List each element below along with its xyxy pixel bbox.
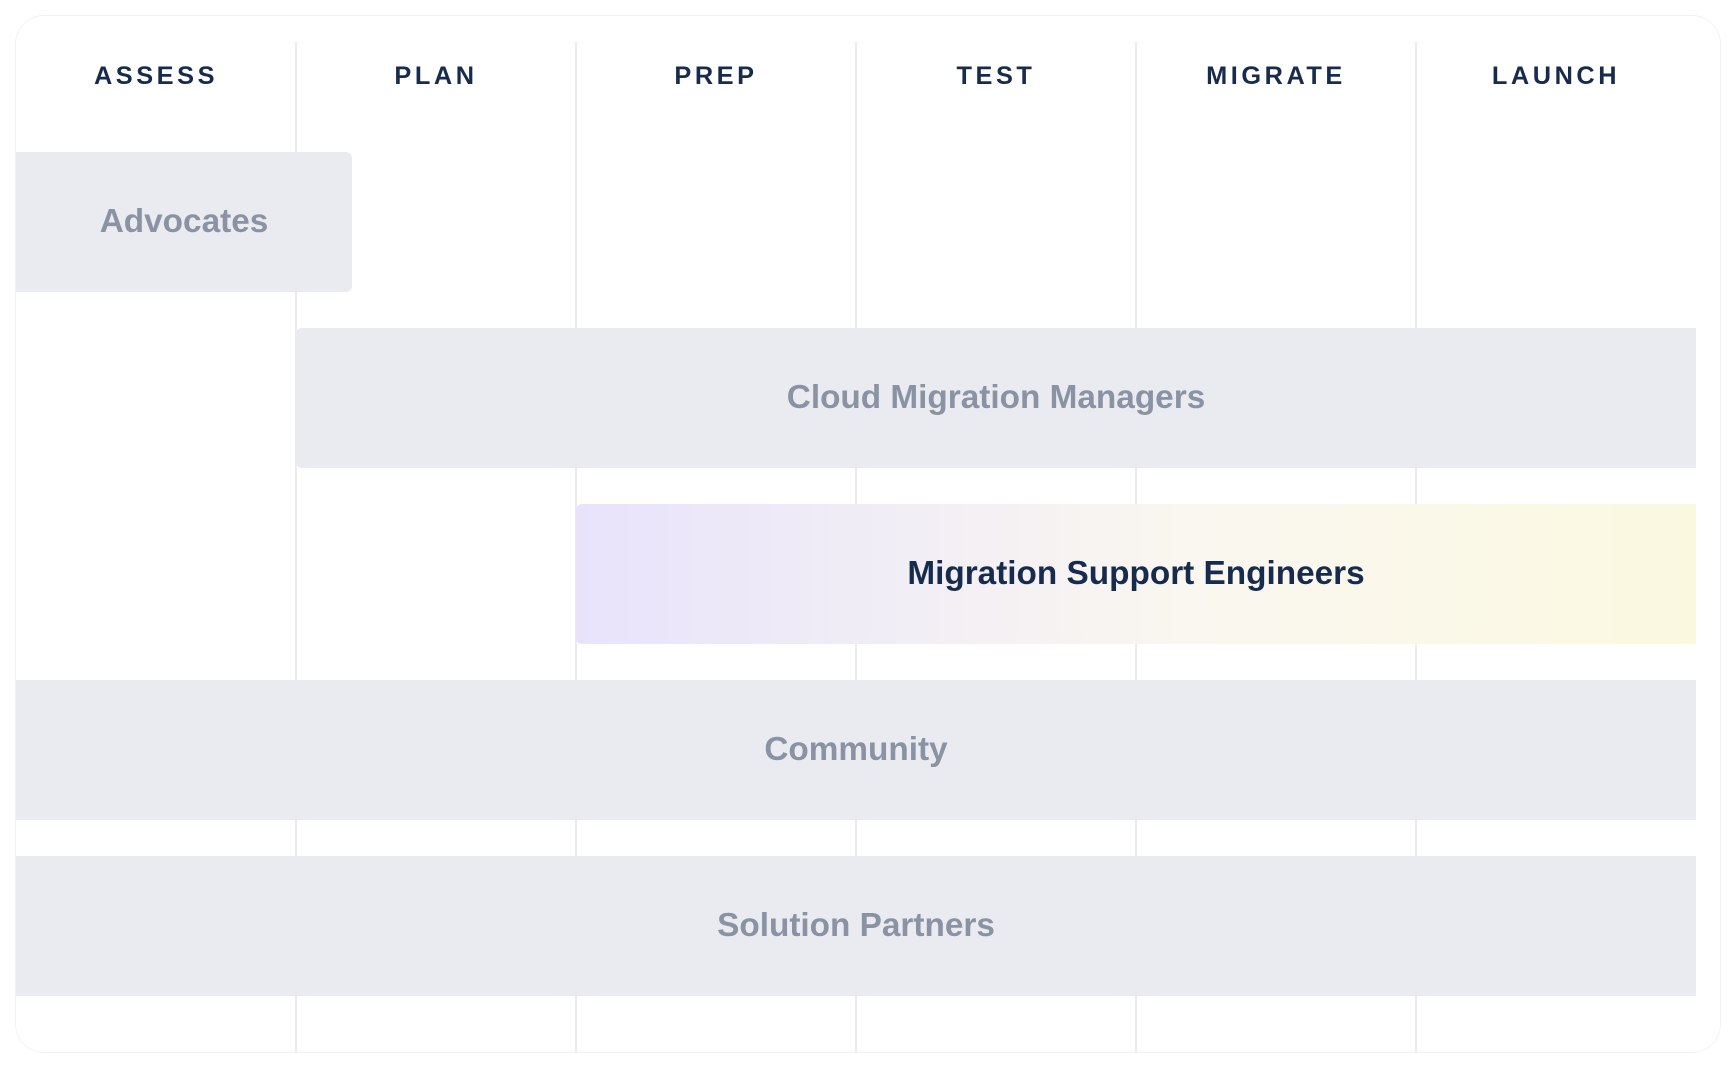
timeline-bar-label: Cloud Migration Managers — [787, 379, 1205, 417]
timeline-bar-migration-support-engineers: Migration Support Engineers — [576, 504, 1696, 644]
phase-header-label: PLAN — [394, 62, 477, 91]
timeline-bar-solution-partners: Solution Partners — [16, 856, 1696, 996]
timeline-bar-label: Migration Support Engineers — [907, 555, 1364, 593]
phase-header-label: LAUNCH — [1492, 62, 1620, 91]
timeline-bar-advocates: Advocates — [16, 152, 352, 292]
phase-header-label: PREP — [674, 62, 757, 91]
phase-headers: ASSESS PLAN PREP TEST MIGRATE LAUNCH — [16, 16, 1720, 136]
phase-header-assess: ASSESS — [16, 16, 296, 136]
timeline-bar-cloud-migration-managers: Cloud Migration Managers — [296, 328, 1696, 468]
phase-header-label: MIGRATE — [1206, 62, 1346, 91]
phase-header-prep: PREP — [576, 16, 856, 136]
phase-header-migrate: MIGRATE — [1136, 16, 1416, 136]
timeline-bar-community: Community — [16, 680, 1696, 820]
phase-header-launch: LAUNCH — [1416, 16, 1696, 136]
phase-header-label: TEST — [957, 62, 1036, 91]
timeline-viewport: ASSESS PLAN PREP TEST MIGRATE LAUNCH Advocate… — [16, 16, 1720, 1052]
page-container: ASSESS PLAN PREP TEST MIGRATE LAUNCH Advocate… — [0, 0, 1736, 1068]
timeline-bar-label: Solution Partners — [717, 907, 995, 945]
phase-header-label: ASSESS — [94, 62, 218, 91]
phase-header-test: TEST — [856, 16, 1136, 136]
timeline-card: ASSESS PLAN PREP TEST MIGRATE LAUNCH Advocate… — [16, 16, 1720, 1052]
phase-header-plan: PLAN — [296, 16, 576, 136]
timeline-bar-label: Community — [764, 731, 947, 769]
timeline-bar-label: Advocates — [100, 203, 269, 241]
timeline-rows: Advocates Cloud Migration Managers Migrati… — [16, 16, 1720, 1052]
